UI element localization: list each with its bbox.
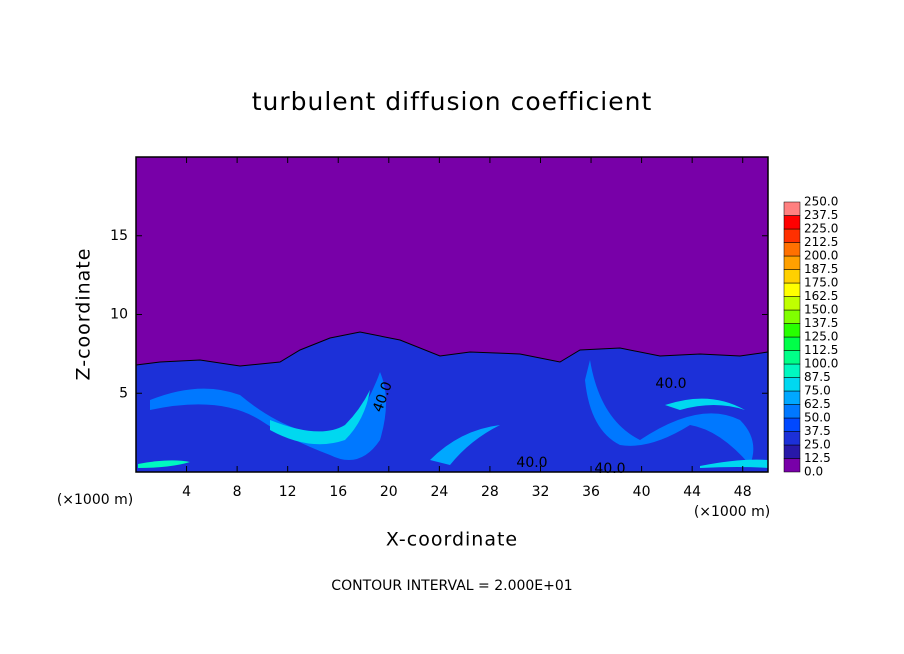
field-region: [270, 390, 370, 445]
contour-label: 40.0: [516, 455, 547, 471]
colorbar-label: 62.5: [804, 397, 831, 411]
x-tick-label: 4: [182, 484, 191, 500]
colorbar-swatch: [783, 309, 801, 324]
colorbar-swatch: [783, 323, 801, 338]
colorbar-swatch: [783, 201, 801, 216]
colorbar-swatch: [783, 269, 801, 284]
y-axis-label: Z-coordinate: [73, 248, 95, 381]
colorbar-label: 25.0: [804, 438, 831, 452]
colorbar-swatch: [783, 255, 801, 270]
colorbar-label: 87.5: [804, 370, 831, 384]
colorbar-label: 100.0: [804, 357, 838, 371]
colorbar-label: 225.0: [804, 222, 838, 236]
colorbar-label: 250.0: [804, 195, 838, 209]
contour-label: 40.0: [655, 376, 686, 392]
colorbar-swatch: [783, 390, 801, 405]
y-unit-label: (×1000 m): [57, 492, 133, 508]
colorbar-label: 50.0: [804, 411, 831, 425]
x-tick-label: 16: [329, 484, 347, 500]
x-tick-label: 44: [683, 484, 701, 500]
field-region: [665, 398, 745, 410]
x-tick-label: 32: [532, 484, 550, 500]
x-tick-label: 48: [734, 484, 752, 500]
colorbar-label: 237.5: [804, 208, 838, 222]
y-tick-label: 15: [110, 228, 128, 244]
colorbar-label: 37.5: [804, 424, 831, 438]
colorbar-label: 212.5: [804, 235, 838, 249]
x-unit-label: (×1000 m): [694, 504, 770, 520]
x-tick-label: 20: [380, 484, 398, 500]
field-region: [585, 360, 754, 465]
colorbar-swatch: [783, 404, 801, 419]
colorbar-label: 125.0: [804, 330, 838, 344]
colorbar-label: 112.5: [804, 343, 838, 357]
x-tick-label: 12: [279, 484, 297, 500]
colorbar-swatch: [783, 417, 801, 432]
field-region: [138, 460, 190, 468]
colorbar-swatch: [783, 228, 801, 243]
chart-title: turbulent diffusion coefficient: [252, 87, 653, 116]
colorbar-swatch: [783, 350, 801, 365]
y-tick-label: 10: [110, 307, 128, 323]
field: [135, 157, 769, 473]
colorbar-label: 0.0: [804, 465, 823, 479]
field-region: [430, 425, 500, 465]
contour-label: 40.0: [594, 461, 625, 477]
x-tick-label: 8: [233, 484, 242, 500]
colorbar-swatch: [783, 363, 801, 378]
colorbar-label: 200.0: [804, 249, 838, 263]
colorbar-swatch: [783, 215, 801, 230]
colorbar-swatch: [783, 336, 801, 351]
colorbar-swatch: [783, 377, 801, 392]
colorbar-label: 187.5: [804, 262, 838, 276]
field-region: [700, 459, 768, 468]
colorbar-swatch: [783, 431, 801, 446]
colorbar-label: 75.0: [804, 384, 831, 398]
colorbar-label: 137.5: [804, 316, 838, 330]
colorbar-label: 150.0: [804, 303, 838, 317]
colorbar-label: 175.0: [804, 276, 838, 290]
colorbar-swatch: [783, 296, 801, 311]
colorbar-label: 12.5: [804, 451, 831, 465]
colorbar-swatch: [783, 282, 801, 297]
colorbar-swatch: [783, 242, 801, 257]
x-tick-label: 40: [633, 484, 651, 500]
x-tick-label: 36: [582, 484, 600, 500]
x-tick-label: 28: [481, 484, 499, 500]
colorbar-swatch: [783, 444, 801, 459]
x-axis-label: X-coordinate: [386, 529, 518, 551]
colorbar-swatch: [783, 458, 801, 473]
y-tick-label: 5: [119, 385, 128, 401]
x-tick-label: 24: [430, 484, 448, 500]
footer: CONTOUR INTERVAL = 2.000E+01: [331, 578, 572, 594]
colorbar-label: 162.5: [804, 289, 838, 303]
